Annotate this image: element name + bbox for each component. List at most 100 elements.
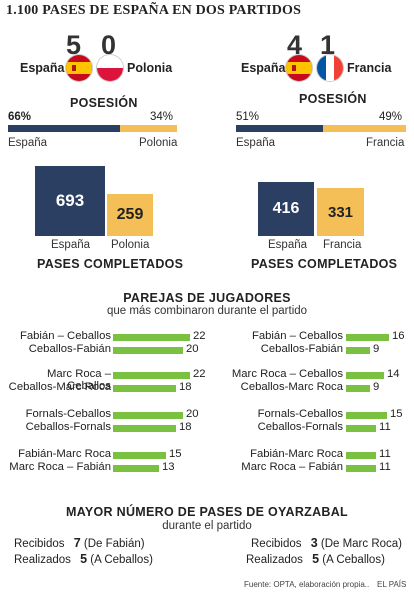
possession-bar-rival: [323, 125, 406, 132]
received-value: 3: [310, 536, 318, 550]
possession-rival: 49%: [379, 111, 403, 123]
oyarzabal-made-left: Realizados 5 (A Ceballos): [14, 552, 153, 566]
pair-bar: [346, 412, 387, 419]
pair-label: Fornals-Ceballos: [25, 408, 111, 420]
source-note: Fuente: OPTA, elaboración propia..: [244, 580, 370, 589]
pair-bar: [113, 347, 183, 354]
possession-label-spain: España: [236, 137, 276, 149]
passes-box-rival: 259: [107, 194, 153, 236]
oyarzabal-received-left: Recibidos 7 (De Fabián): [14, 536, 145, 550]
pair-bar: [113, 385, 176, 392]
pair-label: Marc Roca – Fabián: [9, 461, 111, 473]
possession-label-spain: España: [8, 137, 48, 149]
pair-value: 18: [179, 381, 192, 393]
page-title: 1.100 PASES DE ESPAÑA EN DOS PARTIDOS: [6, 3, 302, 18]
match2-home-score: 4: [287, 30, 303, 60]
spain-flag-icon: [66, 55, 92, 81]
pair-value: 15: [390, 408, 403, 420]
passes-box-rival: 331: [317, 188, 364, 236]
pair-value: 16: [392, 330, 405, 342]
match1-away-score: 0: [101, 30, 117, 60]
pair-label: Fabián – Ceballos: [251, 330, 343, 342]
pair-value: 11: [379, 461, 391, 473]
pair-bar: [113, 412, 183, 419]
made-note: (A Ceballos): [322, 554, 385, 566]
passes-label-rival: Francia: [323, 239, 362, 251]
received-note: (De Marc Roca): [320, 538, 403, 550]
pairs-subtitle: que más combinaron durante el partido: [106, 305, 308, 317]
passes-box-spain: 416: [258, 182, 314, 236]
pair-value: 20: [186, 408, 199, 420]
passes-title: PASES COMPLETADOS: [251, 257, 398, 271]
made-value: 5: [80, 552, 88, 566]
possession-bar-rival: [120, 125, 177, 132]
pair-label: Marc Roca – Ceballos: [231, 368, 343, 380]
pair-bar: [113, 465, 159, 472]
pair-value: 18: [179, 421, 192, 433]
pair-value: 13: [162, 461, 175, 473]
pair-label: Fabián-Marc Roca: [18, 448, 111, 460]
match2-away-team: Francia: [347, 61, 392, 75]
pair-value: 11: [379, 421, 391, 433]
made-label: Realizados: [246, 554, 303, 566]
possession-title: POSESIÓN: [299, 92, 367, 106]
match1-away-team: Polonia: [127, 61, 173, 75]
possession-spain: 66%: [8, 111, 32, 123]
pair-bar: [113, 452, 166, 459]
passes-label-spain: España: [268, 239, 308, 251]
pair-bar: [113, 425, 176, 432]
received-note: (De Fabián): [83, 538, 145, 550]
pair-bar: [346, 334, 389, 341]
pair-label: Fabián – Ceballos: [19, 330, 111, 342]
passes-label-spain: España: [51, 239, 91, 251]
made-value: 5: [312, 552, 320, 566]
pair-value: 9: [373, 343, 380, 355]
passes-box-spain: 693: [35, 166, 105, 236]
pair-label: Marc Roca – Ceballos: [46, 368, 111, 392]
pair-value: 9: [373, 381, 380, 393]
france-flag-icon: [317, 55, 343, 81]
poland-flag-icon: [97, 55, 123, 81]
pair-bar: [346, 385, 370, 392]
possession-title: POSESIÓN: [70, 96, 138, 110]
pair-bar: [346, 347, 370, 354]
pair-value: 11: [379, 448, 391, 460]
pair-label: Fornals-Ceballos: [257, 408, 343, 420]
pair-bar: [346, 372, 384, 379]
oyarzabal-received-right: Recibidos 3 (De Marc Roca): [251, 536, 402, 550]
pair-label: Ceballos-Fornals: [25, 421, 111, 433]
pair-bar: [346, 425, 376, 432]
oyarzabal-made-right: Realizados 5 (A Ceballos): [246, 552, 385, 566]
spain-flag-icon: [286, 55, 312, 81]
pair-label: Ceballos-Marc Roca: [8, 381, 111, 393]
possession-label-rival: Polonia: [139, 137, 178, 149]
pair-label: Ceballos-Fabián: [260, 343, 343, 355]
received-label: Recibidos: [14, 538, 65, 550]
match1-home-score: 5: [66, 30, 82, 60]
pair-value: 14: [387, 368, 400, 380]
possession-bar-spain: [8, 125, 120, 132]
brand-logo: EL PAÍS: [377, 580, 407, 589]
pair-label: Ceballos-Fabián: [28, 343, 111, 355]
oyarzabal-subtitle: durante el partido: [162, 520, 252, 532]
passes-title: PASES COMPLETADOS: [37, 257, 184, 271]
pair-value: 22: [193, 330, 206, 342]
pair-label: Ceballos-Fornals: [257, 421, 343, 433]
pair-value: 22: [193, 368, 206, 380]
pair-label: Ceballos-Marc Roca: [240, 381, 343, 393]
match1-home-team: España: [20, 61, 65, 75]
possession-spain: 51%: [236, 111, 260, 123]
made-label: Realizados: [14, 554, 71, 566]
match2-away-score: 1: [320, 30, 336, 60]
pair-label: Marc Roca – Fabián: [241, 461, 343, 473]
match2-home-team: España: [241, 61, 286, 75]
pair-bar: [113, 334, 190, 341]
possession-bar-spain: [236, 125, 323, 132]
made-note: (A Ceballos): [90, 554, 153, 566]
received-label: Recibidos: [251, 538, 302, 550]
received-value: 7: [73, 536, 81, 550]
possession-label-rival: Francia: [366, 137, 405, 149]
pair-bar: [113, 372, 190, 379]
pair-label: Fabián-Marc Roca: [250, 448, 343, 460]
passes-label-rival: Polonia: [111, 239, 150, 251]
